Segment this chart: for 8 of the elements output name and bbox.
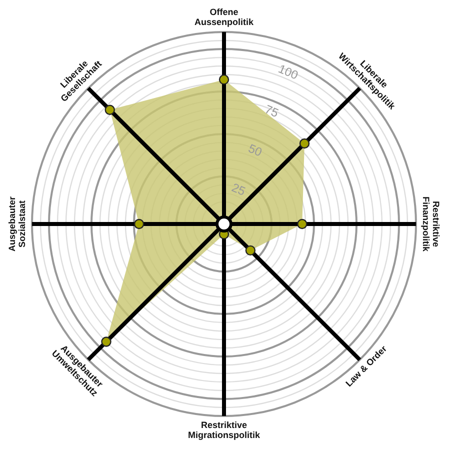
spoke-label: Restriktive Finanzpolitik <box>421 196 441 252</box>
y-tick-label: 100 <box>276 62 300 82</box>
spoke-label: Offene Aussenpolitik <box>194 7 254 27</box>
spoke-label: Restriktive Migrationspolitik <box>188 420 261 440</box>
spoke-label: Ausgebauter Sozialstaat <box>7 196 27 252</box>
y-tick-label: 25 <box>230 180 248 199</box>
y-tick-label: 50 <box>246 141 264 160</box>
y-tick-label: 75 <box>262 102 281 120</box>
